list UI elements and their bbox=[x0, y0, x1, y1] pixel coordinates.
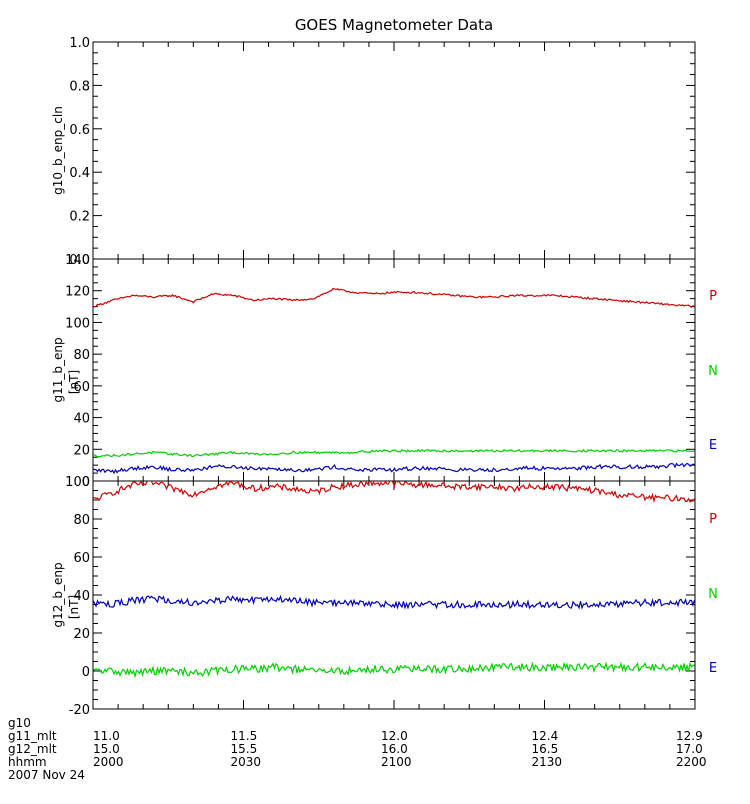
y-tick-label: 0.2 bbox=[69, 210, 90, 225]
x-tick-value: 2200 bbox=[676, 755, 707, 769]
x-tick-value: 12.9 bbox=[676, 729, 703, 743]
series-label-e: E bbox=[709, 438, 717, 453]
series-label-p: P bbox=[709, 289, 717, 304]
series-line-e bbox=[93, 462, 695, 475]
series-line-p bbox=[93, 287, 695, 308]
x-tick-value: 2000 bbox=[93, 755, 124, 769]
y-tick-label: 140 bbox=[65, 253, 90, 268]
y-tick-label: -20 bbox=[69, 703, 90, 718]
series-line-n bbox=[93, 448, 695, 458]
x-row-label: hhmm bbox=[8, 755, 47, 769]
x-tick-value: 16.5 bbox=[531, 742, 559, 756]
y-tick-label: 60 bbox=[73, 380, 90, 395]
x-tick-value: 11.5 bbox=[230, 729, 258, 743]
series-label-e: E bbox=[709, 661, 717, 676]
series-line-n bbox=[93, 661, 695, 679]
x-tick-value: 12.4 bbox=[531, 729, 559, 743]
series-label-n: N bbox=[708, 587, 718, 602]
x-tick-value: 12.0 bbox=[381, 729, 408, 743]
y-tick-label: 20 bbox=[73, 443, 90, 458]
y-tick-label: 100 bbox=[65, 475, 90, 490]
series-line-p bbox=[93, 481, 695, 503]
y-tick-label: 0.4 bbox=[69, 166, 90, 181]
y-tick-label: 40 bbox=[73, 589, 90, 604]
y-tick-label: 120 bbox=[65, 285, 90, 300]
y-tick-label: 80 bbox=[73, 513, 90, 528]
x-date-label: 2007 Nov 24 bbox=[8, 768, 85, 782]
panel-3: -20 0 20 40 60 80 100 g12_b_enp [nT] P N E bbox=[51, 475, 718, 718]
y-tick-label: 0 bbox=[82, 665, 90, 680]
series-line-e bbox=[93, 594, 695, 610]
x-row-label: g11_mlt bbox=[8, 729, 57, 743]
x-tick-value: 11.0 bbox=[93, 729, 120, 743]
y-axis-unit: [nT] bbox=[67, 370, 81, 394]
y-axis-label: g12_b_enp bbox=[51, 562, 65, 627]
chart-title: GOES Magnetometer Data bbox=[295, 16, 493, 34]
panel-2: 0 20 40 60 80 100 120 140 g11_b_enp [nT] P N E bbox=[51, 253, 718, 490]
y-tick-label: 40 bbox=[73, 412, 90, 427]
x-tick-value: 2130 bbox=[531, 755, 563, 769]
x-tick-value: 16.0 bbox=[381, 742, 408, 756]
x-tick-value: 15.5 bbox=[230, 742, 258, 756]
x-row-label: g12_mlt bbox=[8, 742, 57, 756]
series-label-p: P bbox=[709, 512, 717, 527]
x-row-label: g10 bbox=[8, 716, 31, 730]
x-tick-value: 2100 bbox=[381, 755, 412, 769]
y-tick-label: 1.0 bbox=[69, 36, 90, 51]
y-tick-label: 60 bbox=[73, 551, 90, 566]
y-tick-label: 20 bbox=[73, 627, 90, 642]
series-label-n: N bbox=[708, 364, 718, 379]
y-axis-label: g10_b_enp_cln bbox=[51, 106, 65, 195]
y-tick-label: 100 bbox=[65, 316, 90, 331]
panel-1: 0.0 0.2 0.4 0.6 0.8 1.0 g10_b_enp_cln bbox=[51, 36, 696, 268]
x-tick-value: 17.0 bbox=[676, 742, 703, 756]
plot-frame bbox=[92, 41, 696, 260]
x-tick-value: 15.0 bbox=[93, 742, 120, 756]
x-tick-value: 2030 bbox=[230, 755, 262, 769]
y-tick-label: 0.8 bbox=[69, 79, 90, 94]
y-axis-unit: [nT] bbox=[67, 595, 81, 619]
y-tick-label: 80 bbox=[73, 348, 90, 363]
y-tick-label: 0.6 bbox=[69, 123, 90, 138]
y-tick-label: 0 bbox=[82, 475, 90, 490]
y-axis-label: g11_b_enp bbox=[51, 337, 65, 402]
y-tick-label: 0.0 bbox=[69, 253, 90, 268]
